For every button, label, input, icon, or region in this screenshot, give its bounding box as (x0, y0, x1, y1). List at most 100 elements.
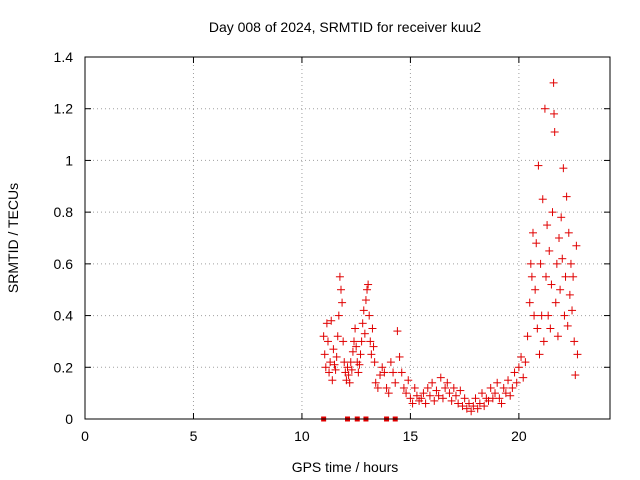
data-point (319, 332, 328, 341)
data-point (549, 78, 558, 87)
data-point (338, 298, 347, 307)
data-point (458, 402, 467, 411)
data-point (343, 363, 352, 372)
data-point (417, 394, 426, 403)
y-axis-label: SRMTID / TECUs (5, 183, 21, 293)
data-point (325, 368, 334, 377)
data-point (566, 259, 575, 268)
data-point (361, 296, 370, 305)
data-point (497, 399, 506, 408)
data-point (371, 378, 380, 387)
data-point (335, 272, 344, 281)
data-point (556, 285, 565, 294)
data-point (545, 246, 554, 255)
data-point (380, 368, 389, 377)
data-point (357, 337, 366, 346)
data-point (434, 391, 443, 400)
data-point (552, 259, 561, 268)
data-point (355, 360, 364, 369)
data-point (546, 324, 555, 333)
data-point (402, 389, 411, 398)
data-point (348, 347, 357, 356)
data-point (350, 337, 359, 346)
data-point (368, 324, 377, 333)
data-point (331, 365, 340, 374)
data-point (508, 383, 517, 392)
data-point (572, 241, 581, 250)
data-point (460, 394, 469, 403)
data-point (534, 161, 543, 170)
data-point (550, 127, 559, 136)
data-point (528, 228, 537, 237)
data-point (560, 311, 569, 320)
data-point (376, 371, 385, 380)
x-tick-label: 10 (294, 428, 310, 444)
data-point (326, 358, 335, 367)
data-point (352, 342, 361, 351)
x-tick-label: 15 (403, 428, 419, 444)
data-point (441, 383, 450, 392)
data-point (499, 383, 508, 392)
data-point (336, 285, 345, 294)
data-point (533, 324, 542, 333)
data-point (506, 391, 515, 400)
data-point (358, 319, 367, 328)
data-point (569, 272, 578, 281)
data-point (330, 360, 339, 369)
data-point (430, 396, 439, 405)
data-point (525, 298, 534, 307)
data-point (478, 389, 487, 398)
data-point (456, 386, 465, 395)
data-point (547, 280, 556, 289)
data-point (449, 383, 458, 392)
data-point (573, 350, 582, 359)
y-tick-label: 1.2 (54, 101, 74, 117)
data-point (399, 383, 408, 392)
data-point (544, 311, 553, 320)
data-point (339, 337, 348, 346)
data-point (438, 394, 447, 403)
data-point (493, 378, 502, 387)
data-point (565, 290, 574, 299)
data-point (539, 337, 548, 346)
data-point (354, 368, 363, 377)
data-point (526, 259, 535, 268)
data-point (475, 399, 484, 408)
data-point (553, 332, 562, 341)
data-point (557, 213, 566, 222)
axis-ticks: 0 5 10 15 20 0 0.2 0.4 0.6 0.8 1 1.2 1.4 (54, 49, 610, 444)
data-point (389, 368, 398, 377)
data-point (393, 327, 402, 336)
data-point (491, 389, 500, 398)
data-point (564, 228, 573, 237)
data-point (359, 306, 368, 315)
data-point (504, 376, 513, 385)
data-point (484, 396, 493, 405)
data-point (345, 378, 354, 387)
data-point (568, 306, 577, 315)
data-point (548, 208, 557, 217)
data-point (543, 221, 552, 230)
data-point (501, 389, 510, 398)
data-point (410, 383, 419, 392)
data-point (542, 272, 551, 281)
data-point (532, 239, 541, 248)
data-point (538, 195, 547, 204)
data-point (404, 376, 413, 385)
data-point (570, 337, 579, 346)
data-point (391, 378, 400, 387)
data-point (443, 378, 452, 387)
data-point (351, 324, 360, 333)
y-tick-label: 0.8 (54, 204, 74, 220)
y-tick-label: 1.4 (54, 49, 74, 65)
data-point (363, 285, 372, 294)
data-point (523, 332, 532, 341)
data-point (395, 352, 404, 361)
data-point (370, 358, 379, 367)
data-point (384, 389, 393, 398)
data-point (386, 358, 395, 367)
data-point (469, 402, 478, 411)
data-point (329, 345, 338, 354)
data-point (428, 378, 437, 387)
data-point (364, 280, 373, 289)
